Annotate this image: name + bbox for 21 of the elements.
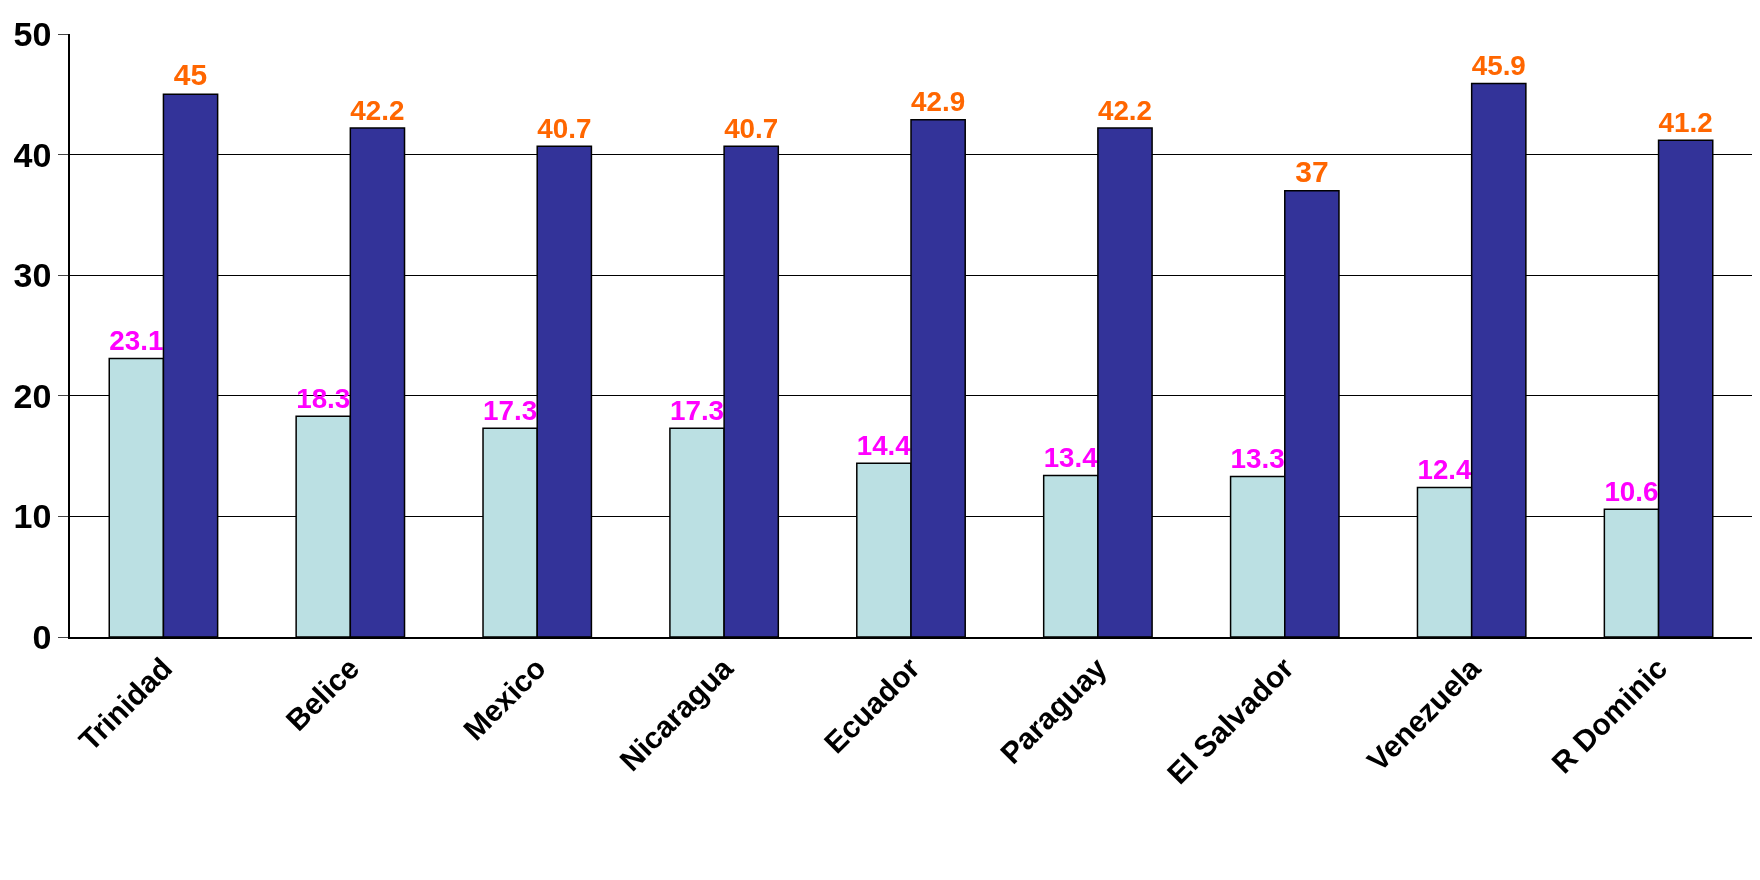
data-label: 42.2 (1097, 94, 1153, 126)
data-label: 12.4 (1417, 453, 1472, 485)
data-label: 17.3 (669, 394, 725, 426)
data-label: 45.9 (1471, 49, 1526, 81)
data-label: 17.3 (483, 394, 538, 426)
y-tick-label: 30 (13, 256, 52, 295)
y-tick-label: 50 (13, 14, 52, 53)
data-label: 41.2 (1658, 106, 1713, 138)
data-label: 40.7 (724, 112, 779, 144)
data-label: 42.9 (911, 86, 966, 118)
y-tick-label: 0 (32, 617, 52, 656)
data-label: 10.6 (1604, 475, 1659, 507)
data-label: 23.1 (109, 324, 164, 356)
y-tick-label: 20 (13, 376, 52, 415)
y-tick-label: 40 (13, 135, 52, 174)
y-tick-label: 10 (13, 497, 52, 536)
data-label: 42.2 (350, 94, 405, 126)
data-label: 37 (1295, 154, 1329, 188)
data-label: 45 (173, 58, 208, 92)
data-label: 40.7 (537, 112, 592, 144)
data-label: 13.3 (1230, 443, 1285, 475)
